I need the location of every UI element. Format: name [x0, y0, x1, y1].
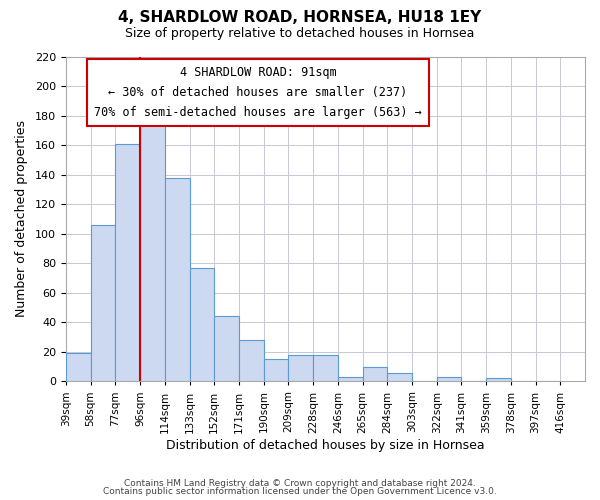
Bar — [313, 355, 338, 382]
Bar — [165, 178, 190, 382]
Bar — [263, 360, 289, 382]
Bar — [140, 123, 165, 382]
Text: Contains public sector information licensed under the Open Government Licence v3: Contains public sector information licen… — [103, 487, 497, 496]
Bar — [239, 340, 263, 382]
Bar — [486, 378, 511, 382]
X-axis label: Distribution of detached houses by size in Hornsea: Distribution of detached houses by size … — [166, 440, 485, 452]
Bar — [387, 372, 412, 382]
Text: Size of property relative to detached houses in Hornsea: Size of property relative to detached ho… — [125, 28, 475, 40]
Bar — [91, 225, 115, 382]
Bar — [66, 354, 91, 382]
Bar — [362, 366, 387, 382]
Text: 4, SHARDLOW ROAD, HORNSEA, HU18 1EY: 4, SHARDLOW ROAD, HORNSEA, HU18 1EY — [118, 10, 482, 25]
Bar — [338, 377, 362, 382]
Bar — [289, 355, 313, 382]
Bar — [437, 377, 461, 382]
Bar — [115, 144, 140, 382]
Bar — [214, 316, 239, 382]
Text: 4 SHARDLOW ROAD: 91sqm
← 30% of detached houses are smaller (237)
70% of semi-de: 4 SHARDLOW ROAD: 91sqm ← 30% of detached… — [94, 66, 422, 119]
Text: Contains HM Land Registry data © Crown copyright and database right 2024.: Contains HM Land Registry data © Crown c… — [124, 478, 476, 488]
Bar — [190, 268, 214, 382]
Y-axis label: Number of detached properties: Number of detached properties — [15, 120, 28, 318]
